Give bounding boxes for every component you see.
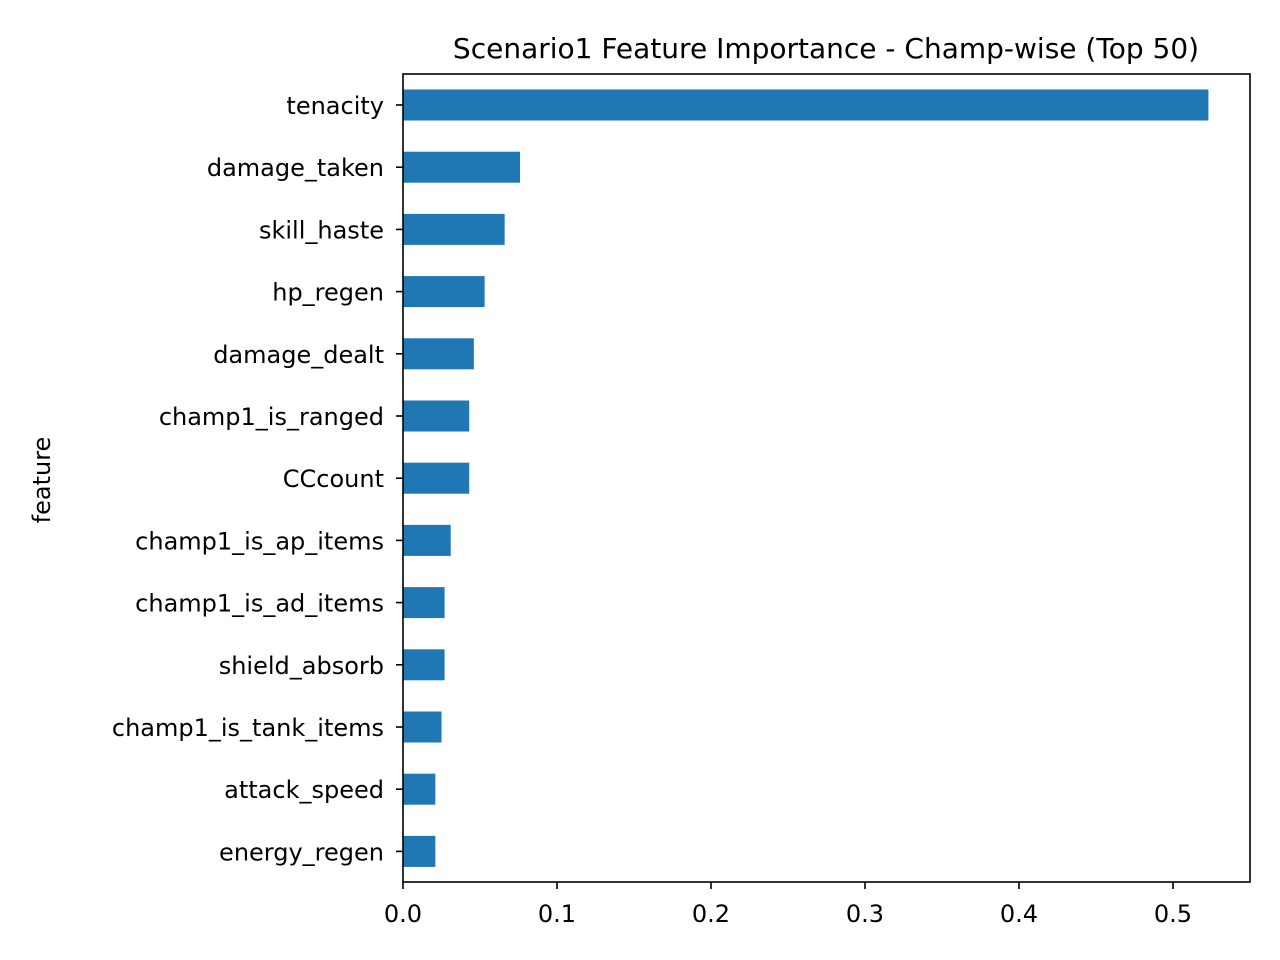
- x-ticks-layer: 0.0 0.1 0.2 0.3 0.4 0.5: [384, 882, 1192, 928]
- x-tick-label: 0.4: [1000, 900, 1038, 928]
- y-tick-label: champ1_is_ap_items: [135, 527, 384, 555]
- y-tick-label: tenacity: [286, 92, 384, 120]
- y-tick-label: CCcount: [283, 465, 384, 493]
- bar-skill-haste: [403, 213, 505, 245]
- y-tick-label: champ1_is_ad_items: [135, 590, 384, 618]
- bar-damage-taken: [403, 151, 521, 183]
- bar-champ1-is-tank-items: [403, 711, 442, 743]
- y-ticks-layer: tenacity damage_taken skill_haste hp_regend…: [112, 92, 403, 866]
- y-axis-label: feature: [28, 437, 56, 524]
- bar-tenacity: [403, 89, 1209, 121]
- chart-title: Scenario1 Feature Importance - Champ-wis…: [453, 32, 1199, 65]
- x-tick-label: 0.1: [538, 900, 576, 928]
- bars-layer: [403, 89, 1209, 867]
- bar-champ1-is-ranged: [403, 400, 470, 432]
- bar-shield-absorb: [403, 649, 445, 681]
- bar-champ1-is-ad-items: [403, 587, 445, 619]
- y-tick-label: skill_haste: [259, 216, 384, 244]
- y-tick-label: damage_taken: [207, 154, 384, 182]
- plot-frame: [402, 73, 1251, 883]
- bar-attack-speed: [403, 773, 436, 805]
- y-tick-label: champ1_is_tank_items: [112, 714, 384, 742]
- x-tick-label: 0.0: [384, 900, 422, 928]
- bar-energy-regen: [403, 835, 436, 867]
- bar-champ1-is-ap-items: [403, 524, 451, 556]
- bar-damage-dealt: [403, 338, 474, 370]
- bar-hp-regen: [403, 276, 485, 308]
- bar-cccount: [403, 462, 470, 494]
- y-tick-label: shield_absorb: [219, 652, 384, 680]
- x-tick-label: 0.3: [846, 900, 884, 928]
- y-tick-label: champ1_is_ranged: [159, 403, 384, 431]
- y-tick-label: damage_dealt: [213, 341, 384, 369]
- y-tick-label: energy_regen: [219, 838, 384, 866]
- x-tick-label: 0.2: [692, 900, 730, 928]
- x-tick-label: 0.5: [1154, 900, 1192, 928]
- y-tick-label: attack_speed: [224, 776, 384, 804]
- y-tick-label: hp_regen: [272, 279, 384, 307]
